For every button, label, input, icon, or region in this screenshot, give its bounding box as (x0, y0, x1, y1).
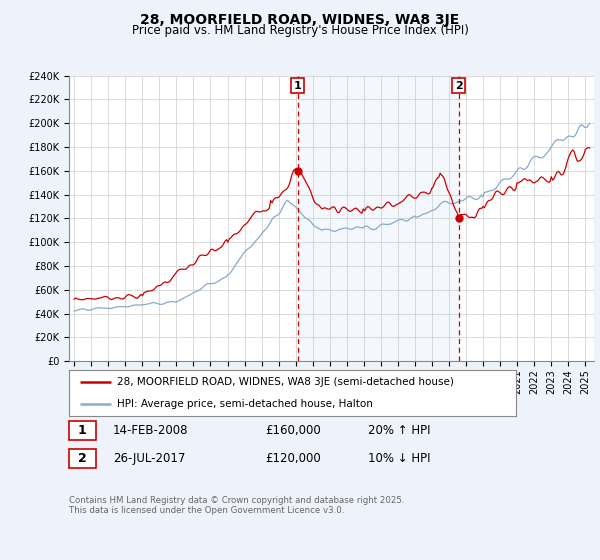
Text: £160,000: £160,000 (265, 423, 321, 437)
FancyBboxPatch shape (69, 421, 96, 440)
Text: 26-JUL-2017: 26-JUL-2017 (113, 451, 185, 465)
Text: 28, MOORFIELD ROAD, WIDNES, WA8 3JE (semi-detached house): 28, MOORFIELD ROAD, WIDNES, WA8 3JE (sem… (117, 377, 454, 388)
Text: 1: 1 (78, 423, 87, 437)
Text: HPI: Average price, semi-detached house, Halton: HPI: Average price, semi-detached house,… (117, 399, 373, 409)
Text: Price paid vs. HM Land Registry's House Price Index (HPI): Price paid vs. HM Land Registry's House … (131, 24, 469, 38)
Text: 14-FEB-2008: 14-FEB-2008 (113, 423, 188, 437)
Text: Contains HM Land Registry data © Crown copyright and database right 2025.
This d: Contains HM Land Registry data © Crown c… (69, 496, 404, 515)
Text: 28, MOORFIELD ROAD, WIDNES, WA8 3JE: 28, MOORFIELD ROAD, WIDNES, WA8 3JE (140, 13, 460, 27)
Text: 10% ↓ HPI: 10% ↓ HPI (368, 451, 431, 465)
Text: 20% ↑ HPI: 20% ↑ HPI (368, 423, 431, 437)
Text: 2: 2 (78, 451, 87, 465)
Bar (298, 76, 459, 361)
Text: 2: 2 (455, 81, 463, 91)
FancyBboxPatch shape (69, 449, 96, 468)
Text: £120,000: £120,000 (265, 451, 321, 465)
Text: 1: 1 (294, 81, 302, 91)
